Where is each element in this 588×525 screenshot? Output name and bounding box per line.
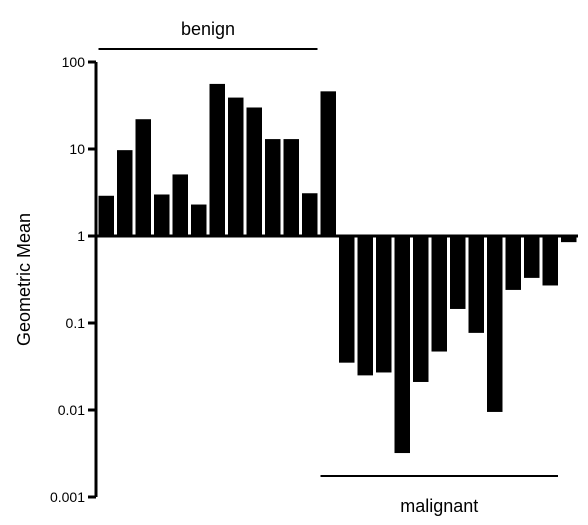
data-bar [339,236,355,363]
data-bar [413,236,429,382]
data-bar [209,83,225,236]
data-bar [524,236,540,278]
y-axis: 100 10 1 0.1 0.01 0.001 [50,54,98,505]
data-bar [561,236,577,243]
data-bar [542,236,558,286]
data-bar [98,195,114,236]
bar-series [98,83,577,454]
data-bar [135,119,151,236]
group-label: benign [181,19,235,39]
data-bar [117,150,133,236]
data-bar [505,236,521,290]
data-bar [246,107,262,237]
data-bar [357,236,373,376]
data-bar [487,236,503,412]
data-bar [450,236,466,309]
y-tick-label: 100 [62,54,86,70]
y-tick-label: 0.01 [58,402,85,418]
group-label: malignant [400,496,478,516]
data-bar [431,236,447,352]
data-bar [394,236,410,454]
data-bar [172,174,188,236]
data-bar [154,194,170,236]
y-tick-label: 0.1 [66,315,86,331]
data-bar [302,193,318,236]
data-bar [320,91,336,236]
y-tick-label: 10 [69,141,85,157]
data-bar [468,236,484,333]
data-bar [376,236,392,373]
y-tick-label: 1 [77,228,85,244]
y-axis-title: Geometric Mean [14,213,34,346]
data-bar [191,204,207,236]
y-tick-label: 0.001 [50,489,85,505]
data-bar [265,139,281,236]
group-brackets: benign malignant [98,19,558,516]
data-bar [283,139,299,236]
data-bar [228,97,244,236]
